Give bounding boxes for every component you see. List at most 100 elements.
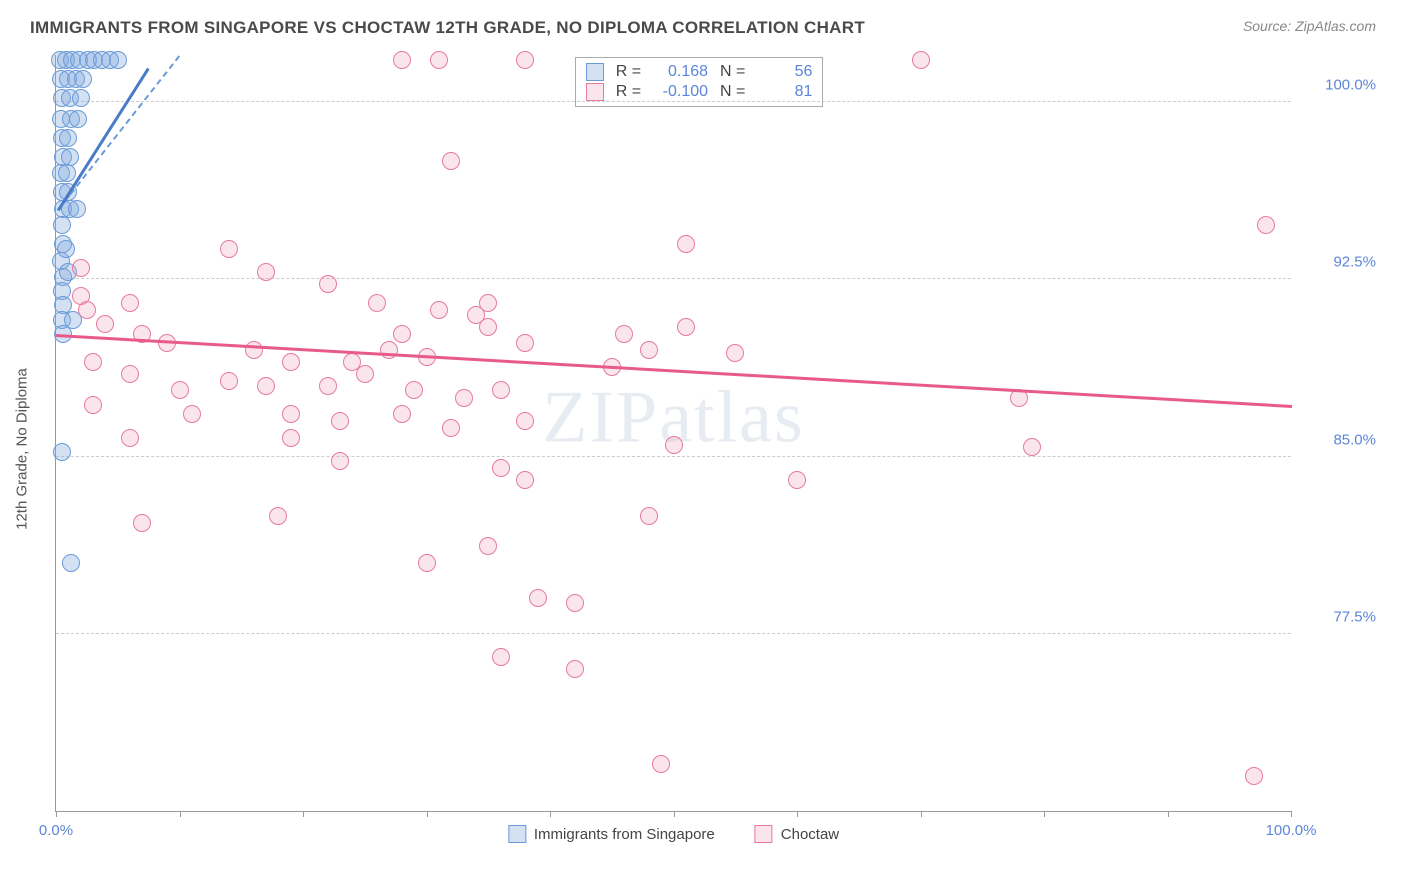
data-point-choctaw	[492, 381, 510, 399]
data-point-choctaw	[479, 318, 497, 336]
x-tick	[921, 811, 922, 817]
data-point-choctaw	[171, 381, 189, 399]
data-point-choctaw	[788, 471, 806, 489]
data-point-choctaw	[1023, 438, 1041, 456]
data-point-choctaw	[677, 235, 695, 253]
data-point-choctaw	[529, 589, 547, 607]
legend-item-choctaw: Choctaw	[755, 825, 839, 843]
data-point-choctaw	[566, 660, 584, 678]
data-point-singapore	[57, 240, 75, 258]
legend-swatch	[586, 63, 604, 81]
data-point-singapore	[61, 148, 79, 166]
data-point-choctaw	[912, 51, 930, 69]
legend-bottom: Immigrants from SingaporeChoctaw	[508, 825, 839, 843]
data-point-choctaw	[430, 301, 448, 319]
y-gridline	[56, 633, 1291, 634]
r-label: R =	[616, 83, 641, 101]
data-point-choctaw	[282, 405, 300, 423]
data-point-choctaw	[121, 365, 139, 383]
r-value: 0.168	[653, 63, 708, 81]
data-point-singapore	[59, 129, 77, 147]
data-point-choctaw	[331, 412, 349, 430]
x-axis-max-label: 100.0%	[1266, 822, 1317, 839]
data-point-choctaw	[442, 419, 460, 437]
trend-line	[56, 334, 1292, 407]
x-tick	[674, 811, 675, 817]
y-tick-label: 85.0%	[1301, 431, 1376, 448]
x-tick	[303, 811, 304, 817]
data-point-choctaw	[652, 755, 670, 773]
data-point-choctaw	[726, 344, 744, 362]
x-tick	[550, 811, 551, 817]
data-point-choctaw	[615, 325, 633, 343]
data-point-choctaw	[479, 537, 497, 555]
data-point-choctaw	[393, 325, 411, 343]
data-point-choctaw	[331, 452, 349, 470]
data-point-choctaw	[121, 294, 139, 312]
x-tick	[180, 811, 181, 817]
y-tick-label: 100.0%	[1301, 77, 1376, 94]
x-tick	[1044, 811, 1045, 817]
x-tick	[1168, 811, 1169, 817]
stats-row-singapore: R = 0.168 N = 56	[586, 62, 813, 82]
data-point-choctaw	[183, 405, 201, 423]
data-point-choctaw	[368, 294, 386, 312]
data-point-choctaw	[393, 405, 411, 423]
legend-swatch	[755, 825, 773, 843]
source-credit: Source: ZipAtlas.com	[1243, 18, 1376, 34]
data-point-choctaw	[78, 301, 96, 319]
legend-swatch	[586, 83, 604, 101]
legend-label: Choctaw	[781, 826, 839, 843]
data-point-choctaw	[516, 51, 534, 69]
data-point-choctaw	[405, 381, 423, 399]
data-point-choctaw	[72, 259, 90, 277]
data-point-choctaw	[257, 377, 275, 395]
data-point-singapore	[69, 110, 87, 128]
n-label: N =	[720, 83, 745, 101]
x-tick	[427, 811, 428, 817]
data-point-choctaw	[677, 318, 695, 336]
data-point-choctaw	[492, 459, 510, 477]
data-point-choctaw	[455, 389, 473, 407]
source-link[interactable]: ZipAtlas.com	[1295, 18, 1376, 34]
r-value: -0.100	[653, 83, 708, 101]
data-point-choctaw	[442, 152, 460, 170]
data-point-choctaw	[84, 396, 102, 414]
y-gridline	[56, 101, 1291, 102]
x-axis-min-label: 0.0%	[39, 822, 73, 839]
y-gridline	[56, 456, 1291, 457]
data-point-choctaw	[1245, 767, 1263, 785]
n-label: N =	[720, 63, 745, 81]
y-tick-label: 92.5%	[1301, 254, 1376, 271]
data-point-choctaw	[430, 51, 448, 69]
x-tick	[1291, 811, 1292, 817]
data-point-choctaw	[492, 648, 510, 666]
data-point-singapore	[53, 443, 71, 461]
data-point-choctaw	[393, 51, 411, 69]
n-value: 81	[757, 83, 812, 101]
y-gridline	[56, 278, 1291, 279]
data-point-singapore	[58, 164, 76, 182]
n-value: 56	[757, 63, 812, 81]
chart-title: IMMIGRANTS FROM SINGAPORE VS CHOCTAW 12T…	[30, 18, 865, 38]
data-point-choctaw	[1257, 216, 1275, 234]
data-point-choctaw	[220, 240, 238, 258]
data-point-choctaw	[319, 377, 337, 395]
data-point-choctaw	[220, 372, 238, 390]
data-point-choctaw	[282, 353, 300, 371]
data-point-singapore	[72, 89, 90, 107]
chart-container: 12th Grade, No Diploma ZIPatlas R =0.168…	[40, 55, 1386, 842]
r-label: R =	[616, 63, 641, 81]
data-point-singapore	[74, 70, 92, 88]
source-prefix: Source:	[1243, 18, 1295, 34]
stats-row-choctaw: R = -0.100 N = 81	[586, 82, 813, 102]
data-point-choctaw	[84, 353, 102, 371]
data-point-singapore	[68, 200, 86, 218]
plot-area: ZIPatlas R =0.168N =56R =-0.100N =81 0.0…	[55, 55, 1291, 812]
y-tick-label: 77.5%	[1301, 608, 1376, 625]
data-point-choctaw	[516, 412, 534, 430]
data-point-choctaw	[479, 294, 497, 312]
data-point-choctaw	[640, 507, 658, 525]
data-point-choctaw	[380, 341, 398, 359]
x-tick	[797, 811, 798, 817]
